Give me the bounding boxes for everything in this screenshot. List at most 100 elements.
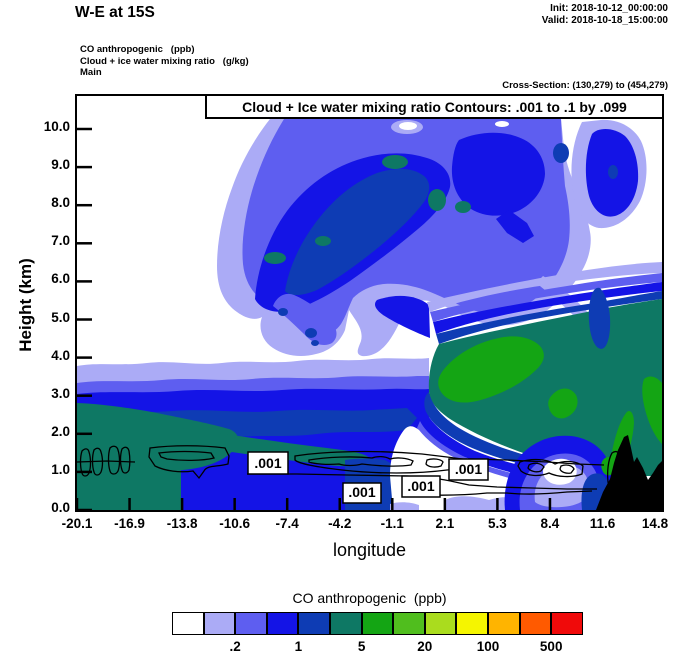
strat-teal-mass <box>77 403 239 471</box>
colorbar-swatch <box>331 613 363 634</box>
colorbar-swatch <box>204 613 237 634</box>
colorbar-tick-label: 100 <box>476 639 500 654</box>
y-tick-label: 0.0 <box>51 500 70 515</box>
field-list: CO anthropogenic (ppb) Cloud + ice water… <box>80 44 249 78</box>
x-tick-label: -16.9 <box>114 516 145 531</box>
x-tick-label: 8.4 <box>540 516 560 531</box>
strat-teal-wedge <box>180 428 370 467</box>
colorbar-tick-label: 1 <box>294 639 303 654</box>
cloud-contour-label-box <box>401 475 441 498</box>
upper-blue-tongue <box>496 210 534 243</box>
cloud-contour-line <box>158 450 216 462</box>
cloud-contour-line <box>469 458 605 466</box>
descending-tail-violet <box>273 293 337 346</box>
upper-teal-speck <box>455 201 471 213</box>
contour-field-svg: .001 .001 .001 .001 <box>77 119 662 510</box>
y-tick-label: 1.0 <box>51 461 70 477</box>
colorbar-tick-label: 20 <box>417 639 433 654</box>
cloud-contour-line <box>559 464 575 474</box>
x-tick-label: -4.2 <box>328 516 352 531</box>
colorbar-swatch <box>173 613 205 634</box>
x-tick-label: -13.8 <box>166 516 198 531</box>
band-green-core <box>438 336 544 403</box>
cloud-contour-line <box>308 455 414 467</box>
contour-info-box: Cloud + Ice water mixing ratio Contours:… <box>205 94 664 119</box>
colorbar-tick-label: .2 <box>229 639 241 654</box>
init-valid-times: Init: 2018-10-12_00:00:00 Valid: 2018-10… <box>542 3 668 27</box>
colorbar-swatch <box>267 613 300 634</box>
tail-navy-dot <box>278 308 288 316</box>
x-axis-label: longitude <box>332 540 407 560</box>
band-blue-connector <box>375 295 430 338</box>
tail-navy-dot <box>311 340 319 346</box>
band-green-core-2 <box>548 388 578 419</box>
plot-area: .001 .001 .001 .001 <box>75 94 664 512</box>
y-tick-label: 7.0 <box>51 233 70 249</box>
upper-navy-spot <box>608 165 618 179</box>
y-tick-label: 3.0 <box>51 385 70 401</box>
y-tick-label: 10.0 <box>43 119 70 134</box>
y-tick-label: 4.0 <box>51 347 70 363</box>
upper-teal-speck <box>382 155 408 169</box>
terrain <box>596 435 662 510</box>
upper-navy-core <box>285 168 430 296</box>
page-title: W-E at 15S <box>75 4 155 21</box>
colorbar-tick-label: 5 <box>357 639 366 654</box>
band-lavender-cap <box>427 262 662 312</box>
band-violet-cap <box>430 273 662 322</box>
slot-lavender-patch <box>390 502 419 510</box>
colorbar-swatch <box>520 613 553 634</box>
y-axis-label: Height (km) <box>16 258 35 352</box>
tail-navy-dot <box>305 328 317 338</box>
colorbar-swatch <box>394 613 426 634</box>
y-tick-label: 8.0 <box>51 195 70 211</box>
cloud-contour-label: .001 <box>348 484 375 500</box>
x-tick-label: -7.4 <box>275 516 299 531</box>
colorbar-swatch <box>489 613 521 634</box>
colorbar <box>172 612 583 635</box>
x-tick-label: -10.6 <box>219 516 251 531</box>
cloud-contour-line <box>294 450 471 474</box>
y-tick-label: 9.0 <box>51 157 70 173</box>
y-tick-label: 2.0 <box>51 423 70 439</box>
cloud-contour-label-box <box>247 451 289 475</box>
colorbar-tick-label: 500 <box>539 639 563 654</box>
cloud-contour-line <box>527 462 545 473</box>
colorbar-title: CO anthropogenic (ppb) <box>292 590 447 606</box>
band-blue-cap <box>433 282 662 334</box>
upper-navy-spot <box>553 143 569 163</box>
init-time: Init: 2018-10-12_00:00:00 <box>550 3 668 14</box>
colorbar-swatch <box>425 613 458 634</box>
band-navy-tongue <box>588 287 611 349</box>
upper-teal-speck <box>428 189 446 211</box>
cloud-contour-line <box>606 451 622 489</box>
upper-teal-speck <box>264 252 286 264</box>
valid-time: Valid: 2018-10-18_15:00:00 <box>541 15 668 26</box>
cloud-contour-line <box>148 445 230 480</box>
cloud-contour-line <box>77 460 136 463</box>
top-white-patch <box>495 121 509 127</box>
upper-blue-core-east <box>451 132 545 216</box>
terrain-green-streak <box>609 411 634 473</box>
x-tick-label: 2.1 <box>435 516 455 531</box>
top-white-patch <box>399 122 417 130</box>
cloud-contour-label: .001 <box>455 461 482 477</box>
cloud-contour-line <box>425 458 444 468</box>
cloud-contour-line <box>91 447 104 476</box>
cloud-contour-line <box>119 446 131 474</box>
y-tick-label: 6.0 <box>51 271 70 287</box>
x-tick-label: -20.1 <box>61 516 93 531</box>
cloud-contour-label: .001 <box>254 455 281 471</box>
colorbar-swatch <box>552 613 582 634</box>
cloud-contour-label-box <box>342 482 382 504</box>
cross-section-coords: Cross-Section: (130,279) to (454,279) <box>502 80 668 91</box>
upper-teal-speck <box>315 236 331 246</box>
terrain-green-streak <box>642 376 662 444</box>
cloud-contour-line <box>517 458 584 478</box>
x-tick-label: 14.8 <box>641 516 669 531</box>
y-tick-label: 5.0 <box>51 309 70 325</box>
colorbar-swatch <box>236 613 268 634</box>
cloud-contour-line <box>107 445 121 475</box>
x-tick-label: -1.1 <box>380 516 404 531</box>
